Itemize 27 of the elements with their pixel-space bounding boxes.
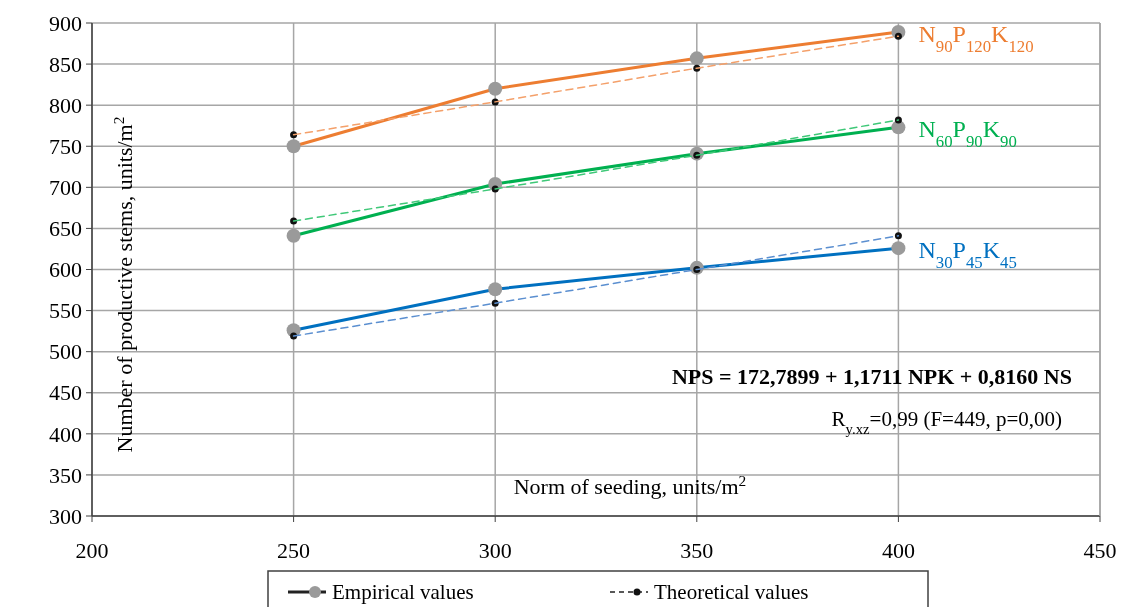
y-tick-label: 750: [49, 133, 82, 159]
annotation: N$_{30}$P$_{45}$K$_{45}$: [918, 237, 1017, 272]
x-axis-title: Norm of seeding, units/m$^{2}$: [513, 471, 747, 499]
y-tick-label: 800: [49, 92, 82, 118]
y-tick-label: 300: [49, 503, 82, 529]
y-tick-label: 450: [49, 380, 82, 406]
y-tick-label: 700: [49, 175, 82, 201]
x-tick-label: 350: [680, 538, 714, 563]
y-tick-label: 650: [49, 216, 82, 242]
annotation: N$_{60}$P$_{90}$K$_{90}$: [918, 116, 1017, 151]
annotation: NPS = 172,7899 + 1,1711 NPK + 0,8160 NS: [671, 364, 1072, 389]
y-tick-label: 550: [49, 298, 82, 324]
y-tick-label: 500: [49, 339, 82, 365]
x-tick-label: 250: [277, 538, 311, 563]
x-tick-label: 300: [478, 538, 512, 563]
y-tick-label: 600: [49, 257, 82, 283]
y-tick-label: 400: [49, 421, 82, 447]
y-tick-label: 850: [49, 51, 82, 77]
x-tick-label: 200: [75, 538, 109, 563]
annotation: N$_{90}$P$_{120}$K$_{120}$: [918, 21, 1034, 56]
text: Empirical values: [332, 580, 474, 604]
y-tick-label: 900: [49, 10, 82, 36]
x-tick-label: 400: [881, 538, 915, 563]
annotation: R$_{y.xz}$=0,99 (F=449, p=0,00): [831, 407, 1062, 437]
y-tick-label: 350: [49, 462, 82, 488]
text: Theoretical values: [654, 580, 809, 604]
x-tick-label: 450: [1083, 538, 1117, 563]
